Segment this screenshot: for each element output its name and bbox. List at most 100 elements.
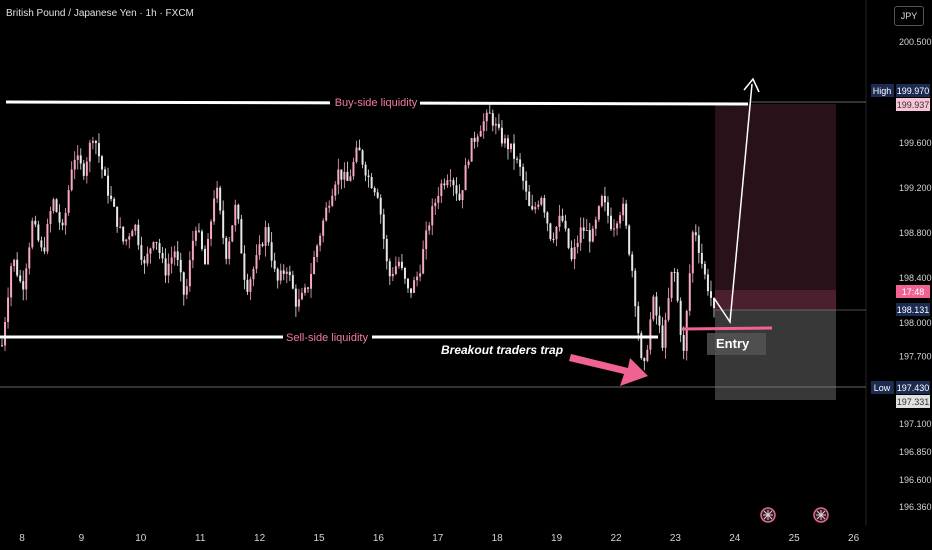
- candle-down: [219, 187, 222, 211]
- candle-up: [152, 242, 155, 249]
- candle-down: [222, 210, 225, 238]
- entry-line[interactable]: [681, 326, 773, 331]
- profit-zone-upper-shade: [715, 290, 836, 310]
- candle-down: [379, 197, 382, 215]
- y-tick-label: 199.200: [899, 183, 932, 193]
- y-tick-label: 200.500: [899, 37, 932, 47]
- candle-up: [685, 310, 688, 351]
- candle-up: [503, 138, 506, 144]
- candle-down: [307, 287, 310, 289]
- projection-path[interactable]: [713, 83, 753, 325]
- buy-side-label-bg: [330, 94, 420, 110]
- candle-up: [194, 230, 197, 241]
- candle-up: [173, 251, 176, 258]
- candle-up: [419, 273, 422, 277]
- candle-up: [210, 221, 213, 239]
- countdown-bg: [896, 285, 930, 298]
- price-axis[interactable]: 200.500 199.600 199.200 198.800 198.400 198.0…: [899, 37, 932, 512]
- candle-up: [316, 245, 319, 257]
- candle-down: [706, 274, 709, 292]
- candle-down: [634, 270, 637, 307]
- candle-down: [640, 333, 643, 359]
- candle-down: [382, 214, 385, 239]
- candle-up: [670, 271, 673, 299]
- candle-up: [558, 215, 561, 227]
- candle-down: [522, 166, 525, 181]
- candle-up: [31, 220, 34, 248]
- candle-down: [703, 263, 706, 275]
- candle-down: [513, 143, 516, 159]
- currency-button[interactable]: JPY: [894, 6, 924, 26]
- candle-up: [540, 198, 543, 205]
- candle-down: [97, 143, 100, 157]
- candle-down: [155, 242, 158, 244]
- candle-up: [649, 319, 652, 350]
- candle-down: [40, 240, 43, 248]
- candle-down: [516, 158, 519, 160]
- candle-up: [464, 165, 467, 191]
- candle-up: [125, 239, 128, 242]
- stop-value: 197.331: [897, 397, 930, 407]
- candle-up: [449, 180, 452, 182]
- candle-down: [43, 247, 46, 252]
- candle-down: [410, 288, 413, 293]
- candle-up: [652, 296, 655, 320]
- candle-down: [55, 199, 58, 213]
- candle-up: [431, 206, 434, 226]
- candle-down: [37, 224, 40, 241]
- candle-up: [149, 248, 152, 254]
- candle-down: [158, 243, 161, 253]
- candle-up: [234, 204, 237, 226]
- candle-up: [600, 195, 603, 207]
- candle-up: [300, 292, 303, 300]
- candle-down: [497, 123, 500, 128]
- candle-up: [579, 227, 582, 243]
- candle-up: [228, 241, 231, 259]
- candle-down: [519, 159, 522, 167]
- sell-side-label-bg: [283, 329, 372, 345]
- candle-down: [58, 212, 61, 223]
- y-tick-label: 196.850: [899, 447, 932, 457]
- candle-down: [203, 248, 206, 265]
- candle-down: [294, 288, 297, 307]
- x-tick-label: 16: [373, 533, 385, 544]
- target-value-bg: [896, 98, 930, 111]
- uk-flag-icon[interactable]: [760, 507, 776, 523]
- candle-up: [146, 253, 149, 264]
- candle-down: [713, 297, 715, 309]
- candle-up: [664, 319, 667, 348]
- candle-down: [370, 176, 373, 188]
- candle-down: [161, 252, 164, 259]
- candle-down: [661, 325, 664, 348]
- candle-up: [88, 142, 91, 162]
- breakout-trap-label: Breakout traders trap: [441, 343, 563, 357]
- candle-down: [276, 268, 279, 281]
- candle-down: [458, 193, 461, 200]
- candle-down: [240, 219, 243, 254]
- candle-up: [10, 266, 13, 298]
- candle-down: [543, 198, 546, 213]
- candle-down: [282, 270, 285, 274]
- low-tag-label: Low: [874, 383, 891, 393]
- candle-up: [249, 279, 252, 292]
- candle-up: [285, 271, 288, 274]
- candle-up: [688, 273, 691, 311]
- uk-flag-icon[interactable]: [813, 507, 829, 523]
- candle-up: [510, 143, 513, 150]
- stop-value-bg: [896, 395, 930, 408]
- candle-down: [22, 281, 25, 290]
- candle-up: [440, 183, 443, 196]
- candle-down: [19, 275, 22, 282]
- x-tick-label: 12: [254, 533, 266, 544]
- candle-up: [213, 198, 216, 222]
- candle-up: [52, 199, 55, 211]
- candle-down: [606, 202, 609, 216]
- candle-up: [616, 223, 619, 229]
- time-axis[interactable]: 8 9 10 11 12 15 16 17 18 19 22 23 24 25 26: [19, 533, 859, 544]
- candle-down: [376, 192, 379, 198]
- candle-down: [609, 215, 612, 230]
- candle-up: [252, 268, 255, 280]
- candle-up: [446, 180, 449, 186]
- candle-up: [264, 227, 267, 246]
